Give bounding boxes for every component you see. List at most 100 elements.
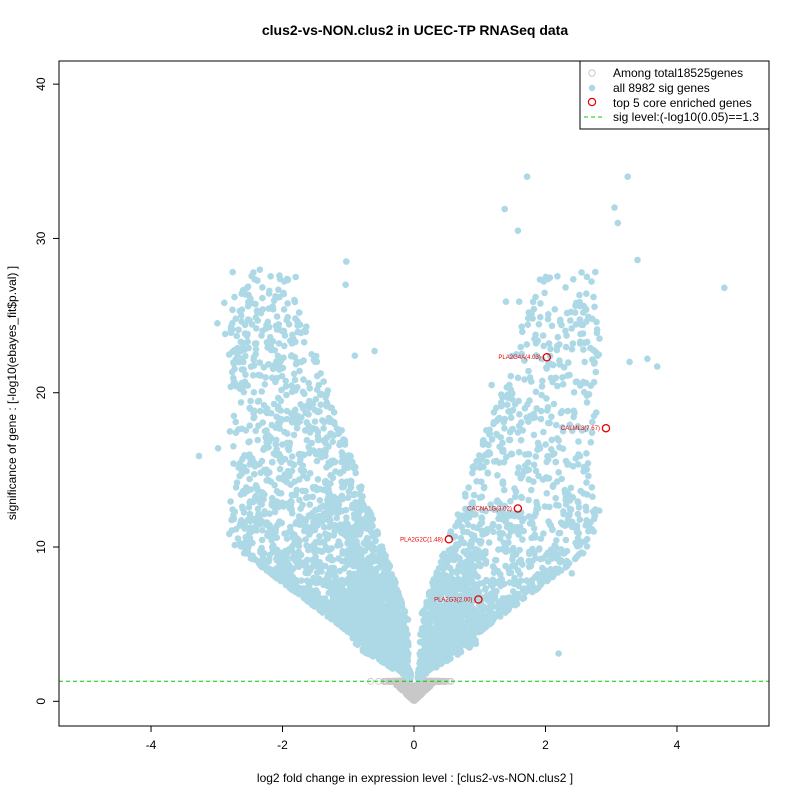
sig-gene-point bbox=[243, 467, 250, 475]
sig-gene-point bbox=[251, 470, 258, 478]
sig-gene-point bbox=[325, 531, 332, 539]
sig-gene-point bbox=[263, 477, 270, 484]
sig-gene-point bbox=[313, 457, 321, 465]
sig-gene-point bbox=[259, 561, 267, 568]
sig-gene-point bbox=[590, 293, 597, 301]
sig-gene-point bbox=[332, 597, 339, 605]
sig-gene-point bbox=[317, 401, 325, 409]
sig-gene-point bbox=[232, 418, 239, 426]
sig-gene-point bbox=[349, 504, 356, 511]
sig-gene-point bbox=[508, 396, 516, 403]
sig-gene-point bbox=[319, 538, 327, 546]
sig-gene-point bbox=[548, 322, 556, 330]
sig-gene-point bbox=[288, 453, 296, 460]
sig-gene-point bbox=[250, 458, 258, 466]
sig-gene-point bbox=[579, 321, 587, 329]
sig-gene-point bbox=[384, 596, 391, 604]
sig-gene-point bbox=[263, 427, 270, 434]
sig-gene-point bbox=[270, 297, 278, 305]
sig-gene-point bbox=[314, 476, 322, 483]
sig-gene-point bbox=[552, 374, 560, 382]
sig-gene-point bbox=[519, 517, 526, 525]
sig-gene-point bbox=[230, 443, 237, 450]
sig-gene-point bbox=[252, 492, 260, 500]
sig-gene-point bbox=[283, 478, 291, 486]
sig-gene-point bbox=[233, 383, 240, 390]
sig-gene-point bbox=[282, 581, 290, 589]
sig-gene-point bbox=[294, 328, 302, 336]
sig-gene-point bbox=[524, 401, 531, 408]
sig-gene-point bbox=[515, 464, 522, 471]
sig-gene-point bbox=[241, 525, 248, 532]
sig-gene-point bbox=[247, 555, 255, 562]
sig-gene-point bbox=[261, 510, 268, 518]
sig-gene-point bbox=[300, 338, 308, 346]
sig-gene-point bbox=[530, 431, 538, 439]
sig-gene-point bbox=[470, 491, 478, 499]
sig-gene-point bbox=[469, 501, 477, 509]
sig-gene-point bbox=[552, 494, 559, 502]
sig-gene-point bbox=[235, 464, 242, 471]
sig-gene-point bbox=[293, 538, 301, 546]
sig-gene-point bbox=[253, 522, 261, 529]
sig-gene-point bbox=[521, 357, 528, 364]
sig-gene-point bbox=[304, 493, 312, 501]
sig-gene-point bbox=[259, 284, 266, 291]
sig-gene-point bbox=[275, 403, 282, 411]
sig-gene-point bbox=[555, 437, 562, 444]
sig-gene-point bbox=[241, 321, 249, 329]
sig-gene-point bbox=[244, 283, 252, 291]
sig-gene-point bbox=[343, 514, 350, 521]
sig-gene-point bbox=[240, 509, 248, 516]
sig-gene-point bbox=[576, 291, 583, 299]
sig-gene-point bbox=[545, 518, 552, 525]
sig-gene-point bbox=[568, 325, 575, 332]
sig-gene-point bbox=[589, 315, 596, 323]
sig-gene-point bbox=[544, 475, 551, 482]
sig-gene-point bbox=[507, 569, 515, 576]
sig-gene-point bbox=[388, 573, 396, 581]
sig-gene-point bbox=[511, 524, 518, 531]
sig-gene-point bbox=[582, 522, 589, 529]
sig-gene-point bbox=[569, 340, 577, 347]
sig-gene-point bbox=[579, 549, 587, 557]
sig-gene-point bbox=[227, 323, 235, 331]
sig-gene-point bbox=[545, 419, 552, 427]
sig-gene-point bbox=[238, 344, 246, 352]
sig-gene-point bbox=[280, 354, 287, 362]
sig-gene-point bbox=[296, 496, 303, 504]
sig-gene-point bbox=[575, 438, 582, 445]
sig-gene-point bbox=[528, 576, 536, 584]
sig-gene-point bbox=[468, 540, 475, 548]
sig-gene-point bbox=[330, 588, 338, 596]
sig-gene-point bbox=[287, 498, 294, 506]
sig-gene-point bbox=[341, 458, 348, 466]
sig-gene-point bbox=[299, 388, 307, 396]
sig-gene-point bbox=[529, 315, 536, 322]
sig-gene-point bbox=[284, 563, 292, 571]
sig-gene-point bbox=[566, 510, 573, 518]
sig-gene-point bbox=[252, 345, 260, 353]
sig-gene-point bbox=[477, 461, 484, 469]
nonsig-gene-point bbox=[411, 692, 419, 700]
sig-gene-point bbox=[324, 496, 331, 504]
sig-gene-point bbox=[537, 313, 544, 321]
sig-gene-point bbox=[508, 352, 516, 360]
sig-gene-point bbox=[432, 602, 440, 610]
sig-gene-point bbox=[587, 382, 595, 390]
sig-gene-point bbox=[583, 517, 590, 524]
sig-gene-point bbox=[306, 385, 314, 392]
sig-gene-point bbox=[322, 452, 329, 460]
sig-gene-point bbox=[398, 603, 406, 611]
sig-gene-point bbox=[356, 509, 363, 516]
sig-gene-point bbox=[574, 498, 581, 505]
sig-gene-point bbox=[582, 503, 590, 511]
sig-gene-point bbox=[304, 597, 312, 605]
sig-gene-point bbox=[525, 309, 533, 316]
sig-gene-point bbox=[234, 351, 241, 359]
sig-gene-point bbox=[266, 510, 273, 517]
sig-gene-point bbox=[508, 426, 516, 433]
sig-gene-point bbox=[537, 535, 545, 542]
sig-gene-point bbox=[297, 551, 305, 559]
sig-gene-point bbox=[544, 275, 552, 283]
